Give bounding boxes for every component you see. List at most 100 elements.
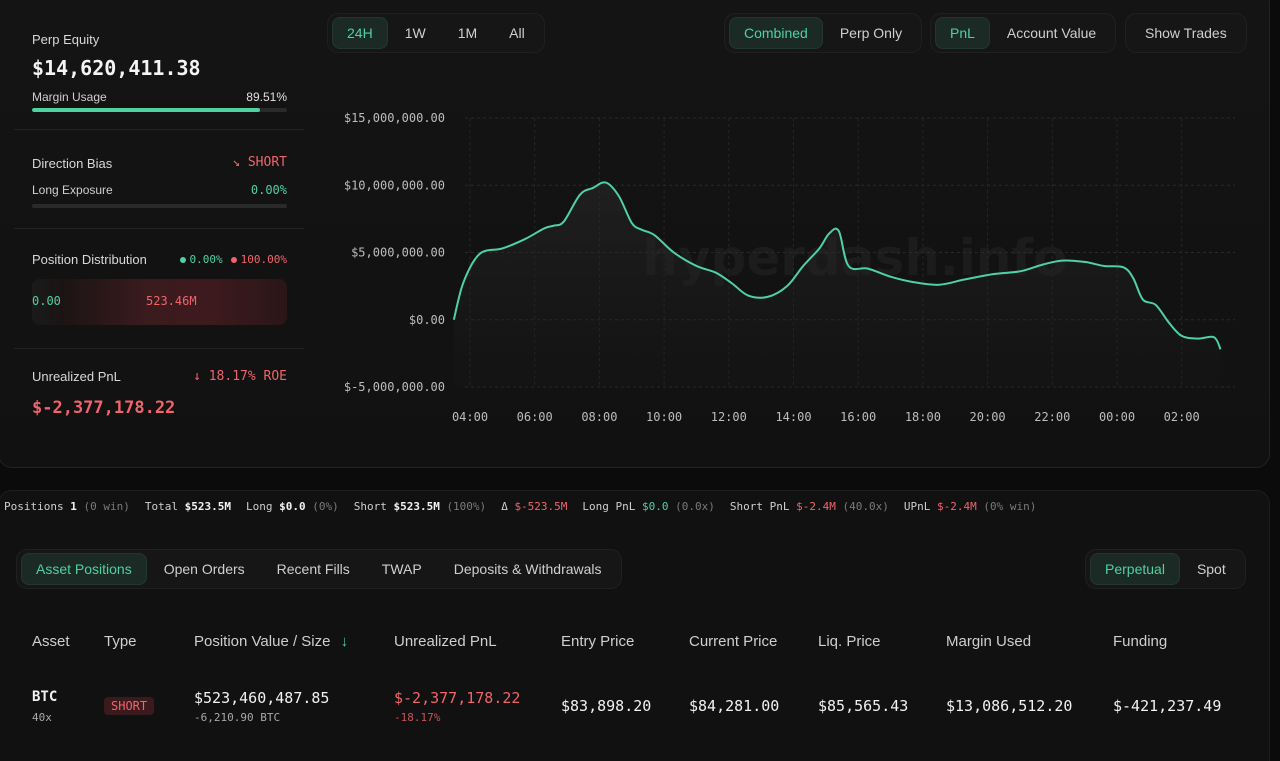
tab-twap[interactable]: TWAP bbox=[381, 561, 422, 577]
dist-short-pct: 100.00% bbox=[240, 253, 287, 266]
range-all[interactable]: All bbox=[509, 25, 525, 41]
position-distribution-label: Position Distribution bbox=[32, 252, 147, 267]
y-tick-label: $10,000,000.00 bbox=[344, 178, 445, 192]
chart-y-axis: $15,000,000.00 $10,000,000.00 $5,000,000.0… bbox=[344, 111, 445, 394]
tab-deposits-withdrawals[interactable]: Deposits & Withdrawals bbox=[453, 561, 602, 577]
chart-area-fill bbox=[453, 182, 1221, 387]
metric-pnl[interactable]: PnL bbox=[935, 17, 990, 49]
divider bbox=[14, 228, 304, 229]
stat-total: Total $523.5M bbox=[144, 500, 231, 513]
x-tick-label: 06:00 bbox=[517, 410, 553, 424]
tab-recent-fills[interactable]: Recent Fills bbox=[276, 561, 350, 577]
header-asset[interactable]: Asset bbox=[32, 633, 70, 650]
x-tick-label: 16:00 bbox=[840, 410, 876, 424]
range-24h[interactable]: 24H bbox=[332, 17, 388, 49]
header-funding[interactable]: Funding bbox=[1113, 633, 1168, 650]
margin-usage-bar-fill bbox=[32, 108, 261, 112]
long-exposure-label: Long Exposure bbox=[32, 183, 113, 197]
row-type-badge: SHORT bbox=[104, 697, 155, 715]
divider bbox=[14, 129, 304, 130]
metric-account-value[interactable]: Account Value bbox=[1006, 25, 1097, 41]
long-dot-icon bbox=[179, 257, 186, 263]
stat-positions: Positions 1 (0 win) bbox=[4, 500, 130, 513]
metric-selector: PnL Account Value bbox=[930, 13, 1117, 53]
show-trades-group: Show Trades bbox=[1125, 13, 1247, 53]
y-tick-label: $15,000,000.00 bbox=[344, 111, 445, 125]
margin-usage-label: Margin Usage bbox=[32, 90, 107, 104]
row-position-value: $523,460,487.85 bbox=[194, 689, 330, 707]
row-unrealized-pnl: $-2,377,178.22 bbox=[394, 689, 521, 707]
market-type-tabs: Perpetual Spot bbox=[1085, 549, 1246, 589]
range-1m[interactable]: 1M bbox=[457, 25, 478, 41]
x-tick-label: 18:00 bbox=[905, 410, 941, 424]
x-tick-label: 14:00 bbox=[775, 410, 811, 424]
stat-delta: Δ $-523.5M bbox=[501, 500, 568, 513]
show-trades-button[interactable]: Show Trades bbox=[1145, 25, 1227, 41]
tab-asset-positions[interactable]: Asset Positions bbox=[21, 553, 147, 585]
stat-upnl: UPnL $-2.4M (0% win) bbox=[903, 500, 1037, 513]
mode-perp-only[interactable]: Perp Only bbox=[839, 25, 903, 41]
direction-bias-value: ↘ SHORT bbox=[232, 155, 287, 170]
stat-long: Long $0.0 (0%) bbox=[245, 500, 339, 513]
position-distribution-legend: 0.00% 100.00% bbox=[179, 253, 287, 266]
unrealized-pnl-value: $-2,377,178.22 bbox=[32, 398, 176, 418]
positions-stats-strip: Positions 1 (0 win) Total $523.5M Long $… bbox=[4, 500, 1051, 513]
short-dot-icon bbox=[230, 257, 237, 263]
row-leverage: 40x bbox=[32, 711, 52, 724]
stat-short: Short $523.5M (100%) bbox=[353, 500, 487, 513]
row-liq-price: $85,565.43 bbox=[818, 697, 909, 715]
y-tick-label: $-5,000,000.00 bbox=[344, 380, 445, 394]
row-entry-price: $83,898.20 bbox=[561, 697, 652, 715]
range-selector: 24H 1W 1M All bbox=[327, 13, 545, 53]
header-current-price[interactable]: Current Price bbox=[689, 633, 778, 650]
dist-short-value: 523.46M bbox=[146, 294, 197, 308]
stat-short-pnl: Short PnL $-2.4M (40.0x) bbox=[729, 500, 889, 513]
header-type[interactable]: Type bbox=[104, 633, 137, 650]
stat-long-pnl: Long PnL $0.0 (0.0x) bbox=[582, 500, 715, 513]
row-unrealized-pnl-pct: -18.17% bbox=[394, 711, 441, 724]
mode-selector: Combined Perp Only bbox=[724, 13, 923, 53]
range-1w[interactable]: 1W bbox=[404, 25, 426, 41]
x-tick-label: 04:00 bbox=[452, 410, 488, 424]
y-tick-label: $5,000,000.00 bbox=[351, 246, 445, 260]
header-position-value[interactable]: Position Value / Size ↓ bbox=[194, 633, 349, 650]
tab-spot[interactable]: Spot bbox=[1196, 561, 1226, 577]
sort-down-icon[interactable]: ↓ bbox=[340, 633, 349, 650]
position-distribution-bar: 0.00 523.46M bbox=[32, 279, 287, 325]
unrealized-pnl-label: Unrealized PnL bbox=[32, 369, 121, 384]
chart-series-line bbox=[452, 181, 1222, 350]
row-position-size: -6,210.90 BTC bbox=[194, 711, 281, 724]
header-unrealized-pnl[interactable]: Unrealized PnL bbox=[394, 633, 497, 650]
pnl-chart: hyperdash.info $15,000,000.00$10,000,000… bbox=[344, 111, 1235, 424]
x-tick-label: 22:00 bbox=[1034, 410, 1070, 424]
tab-perpetual[interactable]: Perpetual bbox=[1090, 553, 1180, 585]
unrealized-roe: ↓ 18.17% ROE bbox=[193, 369, 287, 384]
row-margin-used: $13,086,512.20 bbox=[946, 697, 1073, 715]
perp-equity-label: Perp Equity bbox=[32, 32, 100, 47]
mode-combined[interactable]: Combined bbox=[729, 17, 823, 49]
x-tick-label: 00:00 bbox=[1099, 410, 1135, 424]
chart-x-axis: 04:00 06:00 08:00 10:00 12:00 14:00 16:00 18:00… bbox=[452, 410, 1200, 424]
x-tick-label: 12:00 bbox=[711, 410, 747, 424]
positions-tabs: Asset Positions Open Orders Recent Fills… bbox=[16, 549, 622, 589]
dist-long-value: 0.00 bbox=[32, 294, 61, 308]
x-tick-label: 08:00 bbox=[581, 410, 617, 424]
margin-usage-bar bbox=[32, 108, 287, 112]
header-liq-price[interactable]: Liq. Price bbox=[818, 633, 881, 650]
row-current-price: $84,281.00 bbox=[689, 697, 780, 715]
x-tick-label: 02:00 bbox=[1164, 410, 1200, 424]
row-funding: $-421,237.49 bbox=[1113, 697, 1222, 715]
long-exposure-bar bbox=[32, 204, 287, 208]
dist-long-pct: 0.00% bbox=[189, 253, 223, 266]
positions-card bbox=[0, 490, 1270, 761]
tab-open-orders[interactable]: Open Orders bbox=[163, 561, 245, 577]
header-margin-used[interactable]: Margin Used bbox=[946, 633, 1032, 650]
y-tick-label: $0.00 bbox=[409, 313, 445, 327]
row-asset[interactable]: BTC bbox=[32, 689, 58, 705]
direction-bias-label: Direction Bias bbox=[32, 156, 113, 171]
x-tick-label: 10:00 bbox=[646, 410, 682, 424]
perp-equity-value: $14,620,411.38 bbox=[32, 56, 201, 80]
margin-usage-value: 89.51% bbox=[246, 90, 287, 104]
header-entry-price[interactable]: Entry Price bbox=[561, 633, 635, 650]
long-exposure-value: 0.00% bbox=[250, 183, 287, 197]
